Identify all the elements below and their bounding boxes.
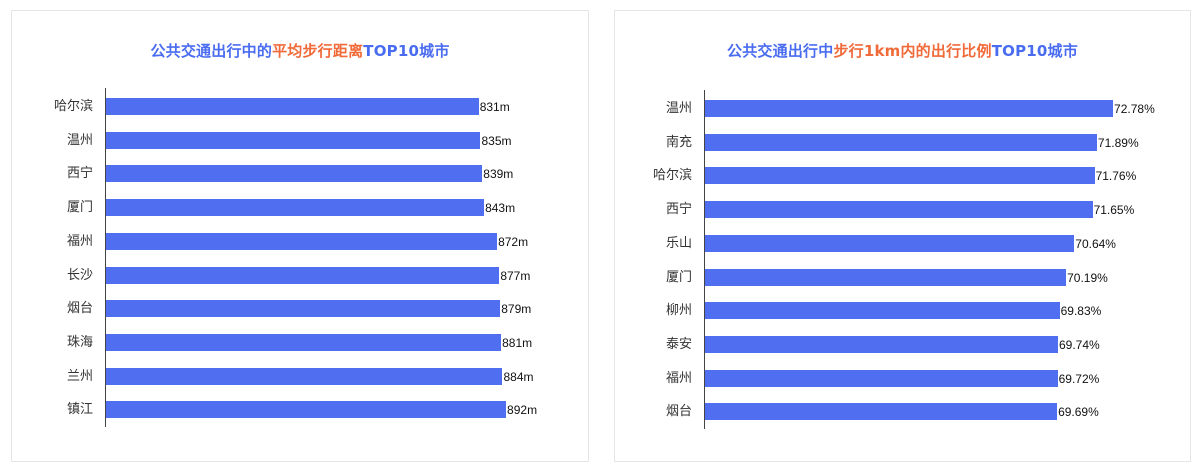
bar-row: 哈尔滨 71.76%	[615, 167, 1190, 185]
bar-row: 福州 872m	[12, 232, 588, 250]
y-axis-line	[105, 88, 106, 427]
value-label: 70.64%	[1075, 236, 1116, 251]
category-label: 长沙	[66, 267, 93, 283]
bar-row: 南充 71.89%	[615, 133, 1190, 151]
title-part: TOP10城市	[991, 42, 1078, 60]
bar-row: 哈尔滨 831m	[12, 98, 588, 115]
category-label: 烟台	[665, 404, 692, 420]
category-label: 乐山	[665, 235, 692, 251]
value-label: 71.76%	[1095, 169, 1137, 184]
bar	[705, 335, 1058, 353]
bar	[106, 266, 500, 284]
chart-title: 公共交通出行中步行1km内的出行比例TOP10城市	[615, 40, 1190, 61]
bar-row: 温州 835m	[12, 131, 588, 149]
category-label: 柳州	[665, 303, 692, 319]
bar-row: 柳州 69.83%	[615, 302, 1190, 320]
title-part: TOP10城市	[363, 42, 450, 60]
bar	[106, 333, 502, 351]
category-label: 哈尔滨	[652, 168, 692, 184]
category-label: 福州	[66, 233, 93, 249]
value-label: 69.83%	[1060, 304, 1102, 319]
bar	[705, 268, 1067, 286]
chart-card-walk-distance: 公共交通出行中的平均步行距离TOP10城市 哈尔滨 831m 温州 835m 西宁 839…	[11, 10, 589, 462]
bar	[106, 131, 481, 149]
category-label: 南充	[665, 134, 692, 150]
bar-row: 珠海 881m	[12, 333, 588, 351]
value-label: 879m	[501, 302, 532, 317]
title-part: 公共交通出行中的	[150, 42, 273, 60]
title-part-highlight: 平均步行距离	[272, 42, 364, 60]
bar-row: 乐山 70.64%	[615, 234, 1190, 252]
value-label: 843m	[485, 201, 516, 216]
bar	[705, 201, 1093, 219]
category-label: 泰安	[665, 336, 692, 352]
bar-row: 厦门 70.19%	[615, 268, 1190, 286]
title-part-highlight: 步行1km内的出行比例	[833, 42, 992, 60]
bar	[705, 234, 1075, 252]
bar	[106, 98, 479, 115]
value-label: 69.74%	[1058, 337, 1100, 352]
value-label: 872m	[498, 234, 529, 249]
bar-row: 福州 69.72%	[615, 369, 1190, 387]
value-label: 839m	[483, 167, 514, 182]
value-label: 877m	[500, 268, 531, 283]
category-label: 烟台	[66, 301, 93, 317]
bar	[106, 367, 503, 385]
bar	[705, 369, 1058, 387]
bar	[106, 300, 501, 318]
category-label: 西宁	[66, 166, 93, 182]
bar-row: 温州 72.78%	[615, 100, 1190, 117]
bar	[705, 133, 1097, 151]
title-part: 公共交通出行中	[727, 42, 834, 60]
bar	[705, 100, 1114, 117]
chart-title: 公共交通出行中的平均步行距离TOP10城市	[12, 40, 588, 61]
value-label: 69.69%	[1058, 405, 1099, 420]
value-label: 892m	[507, 403, 538, 418]
bar-row: 西宁 839m	[12, 165, 588, 183]
bar-row: 兰州 884m	[12, 367, 588, 385]
category-label: 厦门	[66, 200, 93, 216]
category-label: 珠海	[66, 334, 93, 350]
bar	[705, 403, 1058, 421]
chart-card-walk-ratio: 公共交通出行中步行1km内的出行比例TOP10城市 温州 72.78% 南充 71.8…	[614, 10, 1191, 462]
value-label: 69.72%	[1058, 371, 1100, 386]
category-label: 镇江	[66, 402, 93, 418]
bar-row: 长沙 877m	[12, 266, 588, 284]
category-label: 哈尔滨	[53, 99, 93, 114]
category-label: 兰州	[66, 368, 93, 384]
value-label: 831m	[479, 100, 510, 114]
bar-row: 西宁 71.65%	[615, 201, 1190, 219]
bar-row: 烟台 69.69%	[615, 403, 1190, 421]
bar	[106, 232, 498, 250]
category-label: 福州	[665, 370, 692, 386]
value-label: 71.89%	[1097, 135, 1139, 150]
value-label: 71.65%	[1093, 203, 1135, 218]
bar	[705, 167, 1095, 185]
category-label: 厦门	[665, 269, 692, 285]
category-label: 温州	[665, 101, 692, 116]
category-label: 西宁	[665, 202, 692, 218]
bar	[705, 302, 1060, 320]
category-label: 温州	[66, 132, 93, 148]
y-axis-line	[704, 90, 705, 429]
bar-row: 厦门 843m	[12, 199, 588, 217]
value-label: 881m	[502, 335, 533, 350]
bar-row: 泰安 69.74%	[615, 335, 1190, 353]
value-label: 884m	[503, 369, 534, 384]
bar-row: 镇江 892m	[12, 401, 588, 419]
bar	[106, 199, 485, 217]
bar	[106, 165, 483, 183]
value-label: 72.78%	[1114, 102, 1155, 116]
value-label: 835m	[481, 133, 512, 148]
bar-row: 烟台 879m	[12, 300, 588, 318]
value-label: 70.19%	[1067, 270, 1108, 285]
bar	[106, 401, 507, 419]
